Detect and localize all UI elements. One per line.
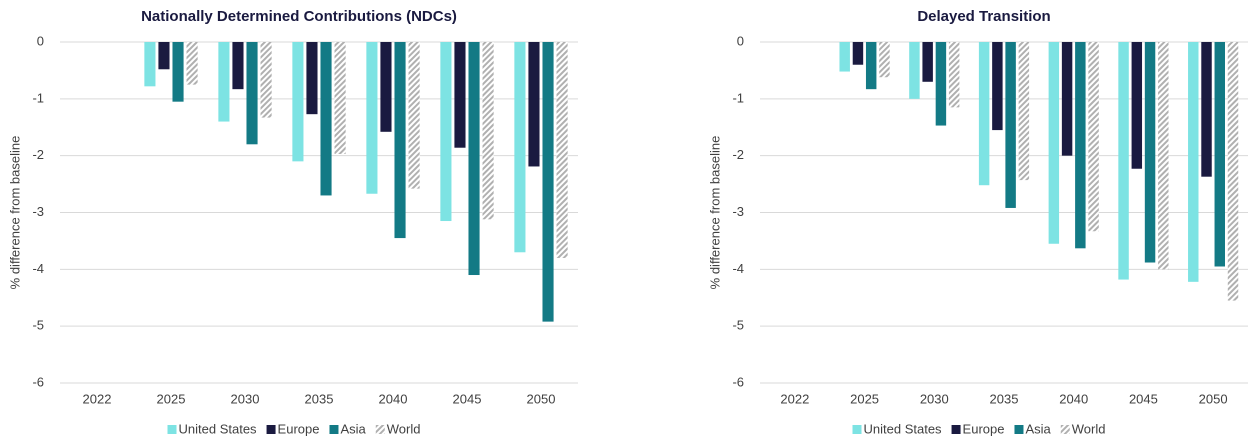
- x-tick-label: 2045: [1129, 391, 1158, 406]
- y-tick-label: -2: [32, 147, 44, 162]
- bar: [865, 42, 877, 90]
- bar: [1188, 42, 1199, 282]
- legend: United States Europe Asia World: [167, 421, 421, 436]
- x-tick-label: 2050: [527, 391, 556, 406]
- bar: [1005, 42, 1016, 208]
- chart-title: Nationally Determined Contributions (NDC…: [141, 8, 457, 25]
- bar: [334, 42, 346, 154]
- bar: [1061, 42, 1073, 156]
- bar: [394, 42, 406, 239]
- bar: [172, 42, 184, 102]
- bar: [320, 42, 332, 196]
- bar: [1118, 42, 1129, 280]
- bar: [482, 42, 494, 220]
- bar: [556, 42, 568, 258]
- y-tick-label: -6: [732, 374, 744, 389]
- y-tick-label: -6: [32, 374, 44, 389]
- legend-label: Asia: [1025, 421, 1051, 436]
- legend-label: Europe: [278, 421, 320, 436]
- bar: [246, 42, 258, 145]
- bar: [542, 42, 554, 322]
- legend-swatch: [1014, 425, 1024, 434]
- x-tick-label: 2025: [850, 391, 879, 406]
- legend-label: Asia: [340, 421, 366, 436]
- x-tick-label: 2035: [305, 391, 334, 406]
- bar: [909, 42, 920, 99]
- legend-label: World: [1072, 421, 1106, 436]
- legend: United States Europe Asia World: [852, 421, 1106, 436]
- bar: [366, 42, 378, 194]
- bar: [186, 42, 198, 85]
- bar: [1048, 42, 1060, 244]
- bar: [992, 42, 1003, 131]
- legend-swatch: [375, 425, 385, 434]
- x-tick-label: 2030: [920, 391, 949, 406]
- bar: [306, 42, 318, 115]
- x-tick-label: 2045: [453, 391, 482, 406]
- x-tick-label: 2035: [990, 391, 1019, 406]
- bar: [440, 42, 452, 222]
- x-tick-label: 2022: [83, 391, 112, 406]
- legend-label: World: [387, 421, 421, 436]
- bar: [978, 42, 990, 186]
- bar: [879, 42, 890, 78]
- bar: [935, 42, 947, 126]
- y-tick-label: -3: [32, 204, 44, 219]
- bar: [1131, 42, 1143, 169]
- x-tick-label: 2040: [379, 391, 408, 406]
- bar: [218, 42, 230, 122]
- legend-swatch: [266, 425, 276, 434]
- y-tick-label: -4: [732, 261, 744, 276]
- bar: [144, 42, 156, 87]
- legend-label: United States: [179, 421, 258, 436]
- bar: [839, 42, 850, 72]
- x-tick-label: 2025: [157, 391, 186, 406]
- bar: [1227, 42, 1239, 301]
- bar: [158, 42, 170, 70]
- bar: [1201, 42, 1212, 177]
- bar: [380, 42, 392, 132]
- y-tick-label: 0: [37, 33, 44, 48]
- bar: [454, 42, 466, 148]
- bar: [232, 42, 244, 90]
- bar: [1088, 42, 1099, 232]
- legend-swatch: [329, 425, 339, 434]
- bar: [852, 42, 864, 65]
- y-tick-label: -1: [732, 90, 744, 105]
- legend-label: United States: [864, 421, 943, 436]
- y-axis-label: % difference from baseline: [7, 136, 22, 290]
- y-tick-label: -2: [732, 147, 744, 162]
- legend-swatch: [1060, 425, 1070, 434]
- x-tick-label: 2022: [780, 391, 809, 406]
- bar: [292, 42, 304, 162]
- y-tick-label: -3: [732, 204, 744, 219]
- bar: [1144, 42, 1156, 263]
- bar: [528, 42, 540, 167]
- legend-swatch: [951, 425, 961, 434]
- x-tick-label: 2040: [1059, 391, 1088, 406]
- x-tick-label: 2050: [1199, 391, 1228, 406]
- bar: [922, 42, 933, 82]
- y-tick-label: -1: [32, 90, 44, 105]
- bar: [1018, 42, 1030, 181]
- legend-swatch: [852, 425, 862, 434]
- y-tick-label: -5: [732, 318, 744, 333]
- bar: [1075, 42, 1086, 249]
- y-tick-label: -5: [32, 318, 44, 333]
- bar: [514, 42, 526, 253]
- legend-swatch: [167, 425, 177, 434]
- x-tick-label: 2030: [231, 391, 260, 406]
- bar: [948, 42, 960, 108]
- bar: [408, 42, 420, 189]
- legend-label: Europe: [963, 421, 1005, 436]
- y-axis-label: % difference from baseline: [707, 136, 722, 290]
- y-tick-label: 0: [737, 33, 744, 48]
- bar: [468, 42, 480, 276]
- bar: [1214, 42, 1225, 267]
- bar: [1158, 42, 1169, 270]
- y-tick-label: -4: [32, 261, 44, 276]
- bar: [260, 42, 272, 118]
- chart-title: Delayed Transition: [917, 8, 1050, 25]
